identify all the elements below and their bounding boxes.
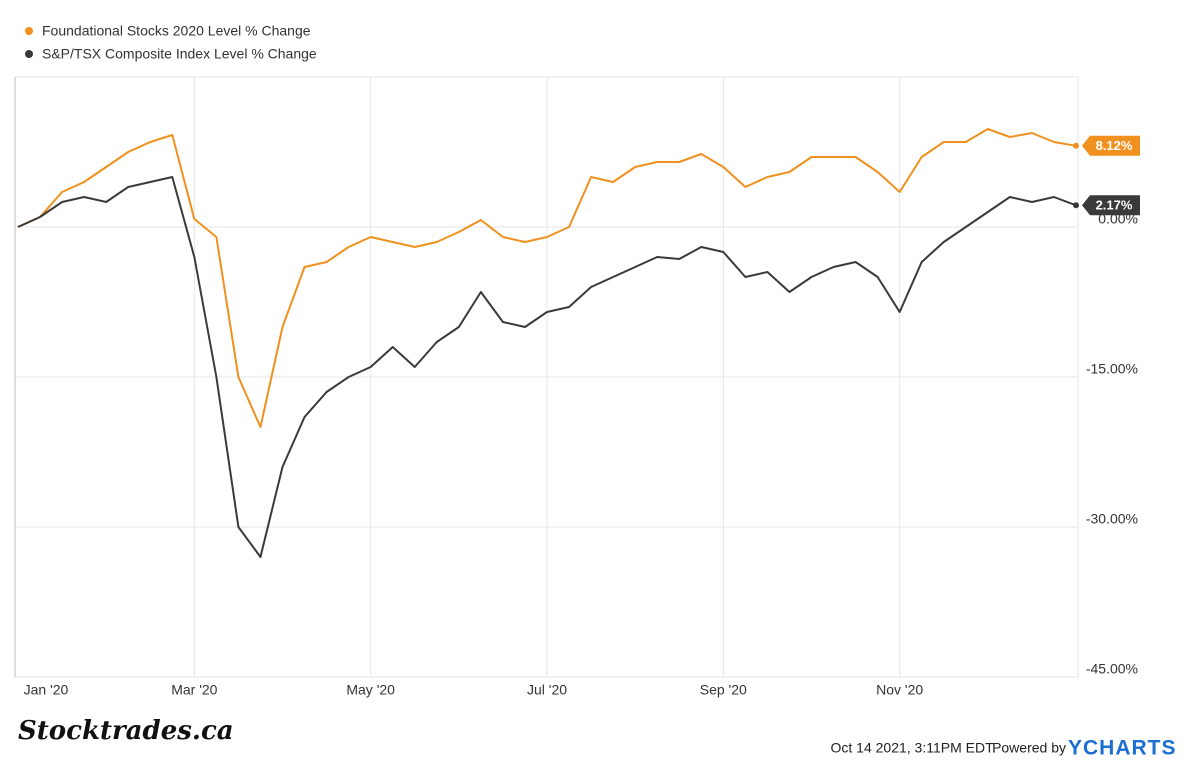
legend-label: Foundational Stocks 2020 Level % Change <box>42 23 311 39</box>
y-tick-label: -30.00% <box>1086 511 1138 527</box>
powered-by: Powered by <box>992 740 1066 756</box>
x-tick-label: Jan '20 <box>24 682 69 698</box>
series-line <box>17 176 1077 558</box>
brand: YCHARTS <box>1068 737 1177 760</box>
end-dot <box>1073 142 1079 149</box>
y-tick-label: -45.00% <box>1086 661 1138 677</box>
y-tick-label: -15.00% <box>1086 361 1138 377</box>
logo: Stocktrades.ca <box>18 716 234 746</box>
x-tick-label: Mar '20 <box>171 682 217 698</box>
x-tick-label: May '20 <box>346 682 395 698</box>
x-tick-label: Sep '20 <box>700 682 747 698</box>
legend-dot <box>25 27 33 35</box>
end-tag <box>1082 195 1140 216</box>
x-tick-label: Nov '20 <box>876 682 923 698</box>
end-label: 8.12% <box>1096 138 1133 153</box>
x-tick-label: Jul '20 <box>527 682 567 698</box>
end-tag <box>1082 135 1140 156</box>
series-line <box>17 128 1077 428</box>
end-dot <box>1073 202 1079 209</box>
timestamp: Oct 14 2021, 3:11PM EDT. <box>831 740 997 756</box>
legend-label: S&P/TSX Composite Index Level % Change <box>42 46 317 62</box>
legend-dot <box>25 50 33 58</box>
end-label: 2.17% <box>1096 198 1133 213</box>
